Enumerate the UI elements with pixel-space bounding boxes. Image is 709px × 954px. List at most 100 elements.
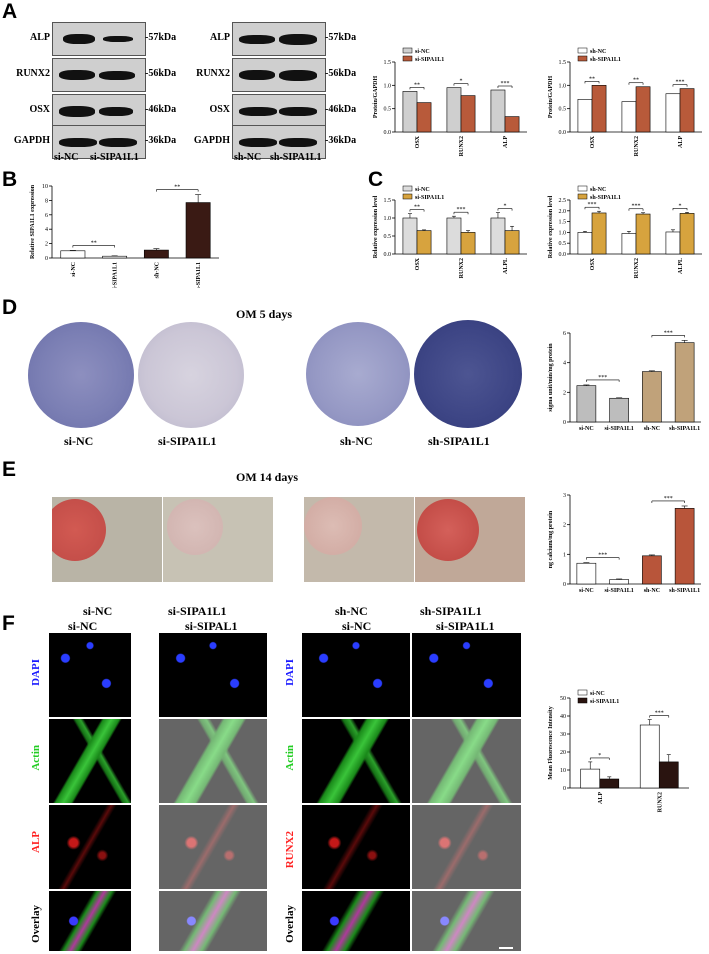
wb1-band-osx-lane2 (99, 106, 133, 116)
wb1-kda-osx: -46kDa (145, 104, 177, 115)
c-left-bar-osx-0 (402, 217, 418, 255)
e-bar-0 (576, 562, 597, 585)
ars-image-sh-nc (304, 497, 414, 582)
wb1-band-runx2-lane2 (99, 70, 135, 80)
wb1-kda-runx2: -56kDa (145, 68, 177, 79)
f-header-si-nc-right: si-NC (342, 619, 372, 633)
f-row-label-left-alp: ALP (30, 831, 42, 853)
panel-label-e: E (2, 458, 17, 481)
f-cell-runx2-col4 (411, 804, 522, 890)
a-left-xtick-label-1: RUNX2 (459, 136, 465, 156)
c-left-sig-label-0: ** (414, 205, 420, 211)
e-bar-1 (609, 579, 629, 585)
e-ytick-label-1: 1 (563, 552, 566, 558)
wb2-row-label-osx: OSX (209, 104, 230, 115)
c-right-bar-alpl-0 (665, 231, 681, 255)
f-sig-label-0: * (598, 753, 601, 759)
b-xtick-label-2: sh-NC (154, 262, 160, 278)
a-right-legend-swatch-1 (577, 55, 588, 62)
a-left-bar-osx-1 (416, 102, 432, 133)
wb1-blot-runx2 (52, 58, 146, 92)
a-right-bar-runx2-0 (621, 101, 637, 133)
wb1-blot-gapdh (52, 125, 146, 159)
a-left-bar-osx-0 (402, 91, 418, 133)
wb2-kda-gapdh: -36kDa (325, 135, 357, 146)
c-left-ytick-label-3: 1.5 (384, 198, 392, 204)
e-ylabel: ng calcium/mg protein (548, 510, 554, 568)
f-scale-bar (499, 947, 513, 949)
f-header-si-sipal1: si-SIPAL1 (185, 619, 238, 633)
panel-label-f: F (2, 612, 15, 635)
ars-image-si-sipa1l1 (163, 497, 273, 582)
f-cell-alp-col2 (158, 804, 268, 890)
a-left-legend-swatch-0 (402, 47, 413, 54)
f-legend-label-1: si-SIPA1L1 (590, 699, 619, 705)
wb2-blot-alp (232, 22, 326, 56)
wb1-kda-alp: -57kDa (145, 32, 177, 43)
a-right-ylabel: Protein/GAPDH (548, 76, 554, 119)
e-ytick-label-3: 3 (563, 493, 566, 499)
e-xtick-label-0: si-NC (579, 588, 594, 594)
wb1-lane-label-1: si-NC (54, 152, 79, 163)
d-ytick-label-3: 6 (563, 331, 566, 337)
panel-label-b: B (2, 168, 18, 191)
c-right-ylabel: Relative expression level (548, 195, 554, 258)
b-sig-label-1: ** (174, 185, 180, 191)
a-right-xtick-label-0: OSX (590, 135, 596, 148)
wb2-band-osx-lane1 (239, 106, 277, 116)
wb1-band-alp-lane2 (103, 36, 133, 42)
a-right-ytick-label-0: 0.0 (559, 130, 567, 136)
a-left-ytick-label-0: 0.0 (384, 130, 392, 136)
f-ytick-label-1: 10 (560, 768, 566, 774)
wb1-row-label-osx: OSX (29, 104, 50, 115)
c-left-xtick-label-1: RUNX2 (459, 258, 465, 278)
f-cell-dapi-col1 (48, 632, 132, 718)
f-cell-overlay-col1 (48, 890, 132, 952)
d-sig-label-1: *** (664, 330, 673, 336)
wb1-blot-osx (52, 94, 146, 128)
c-right-ytick-label-2: 1.0 (559, 230, 567, 236)
c-right-legend-label-1: sh-SIPA1L1 (590, 195, 621, 201)
c-right-bar-alpl-1 (679, 213, 695, 255)
a-right-legend-swatch-0 (577, 47, 588, 54)
wb1-row-label-alp: ALP (30, 32, 50, 43)
e-ytick-label-2: 2 (563, 523, 566, 529)
c-left-bar-runx2-0 (446, 217, 462, 255)
wb1-band-runx2-lane1 (59, 70, 95, 80)
a-left-legend-label-1: si-SIPA1L1 (415, 57, 444, 63)
f-ytick-label-0: 0 (563, 786, 566, 792)
b-ylabel: Relative SIPA1L1 expression (30, 184, 36, 259)
c-right-legend-swatch-1 (577, 193, 588, 200)
d-xtick-label-3: sh-SIPA1L1 (669, 426, 700, 432)
f-cell-overlay-col3 (301, 890, 411, 952)
a-right-ytick-label-2: 1.0 (559, 83, 567, 89)
b-bar-3 (185, 202, 211, 259)
wb1-lane-label-2: si-SIPA1L1 (90, 152, 139, 163)
c-left-xtick-label-2: ALPL (503, 258, 509, 274)
wb2-blot-osx (232, 94, 326, 128)
wb2-kda-osx: -46kDa (325, 104, 357, 115)
f-ytick-label-4: 40 (560, 714, 566, 720)
b-xtick-label-0: si-NC (71, 262, 77, 277)
f-row-label-right-dapi: DAPI (284, 659, 296, 686)
f-ylabel: Mean Fluorescence Intensity (548, 706, 554, 780)
wb1-blot-alp (52, 22, 146, 56)
d-ytick-label-2: 4 (563, 361, 566, 367)
c-right-xtick-label-2: ALPL (678, 258, 684, 274)
chart-d: 0 2 4 6 sigma unit/min/mg protein si-NC si-SIP… (548, 330, 701, 432)
d-xtick-label-2: sh-NC (644, 426, 660, 432)
c-right-sig-label-2: * (679, 203, 682, 209)
a-right-bar-alp-0 (665, 93, 681, 133)
a-right-legend-label-1: sh-SIPA1L1 (590, 57, 621, 63)
e-xtick-label-3: sh-SIPA1L1 (669, 588, 700, 594)
c-right-bar-osx-1 (591, 212, 607, 255)
f-header-si-nc-left: si-NC (68, 619, 98, 633)
e-label-sh-sipa1l1: sh-SIPA1L1 (420, 604, 482, 618)
d-label-sh-sipa1l1: sh-SIPA1L1 (428, 434, 490, 448)
a-left-legend-swatch-1 (402, 55, 413, 62)
wb1-band-osx-lane1 (59, 105, 95, 117)
d-label-sh-nc: sh-NC (340, 434, 373, 448)
f-cell-overlay-col4 (411, 890, 522, 952)
a-right-ytick-label-1: 0.5 (559, 107, 567, 113)
e-xtick-label-1: si-SIPA1L1 (605, 588, 634, 594)
